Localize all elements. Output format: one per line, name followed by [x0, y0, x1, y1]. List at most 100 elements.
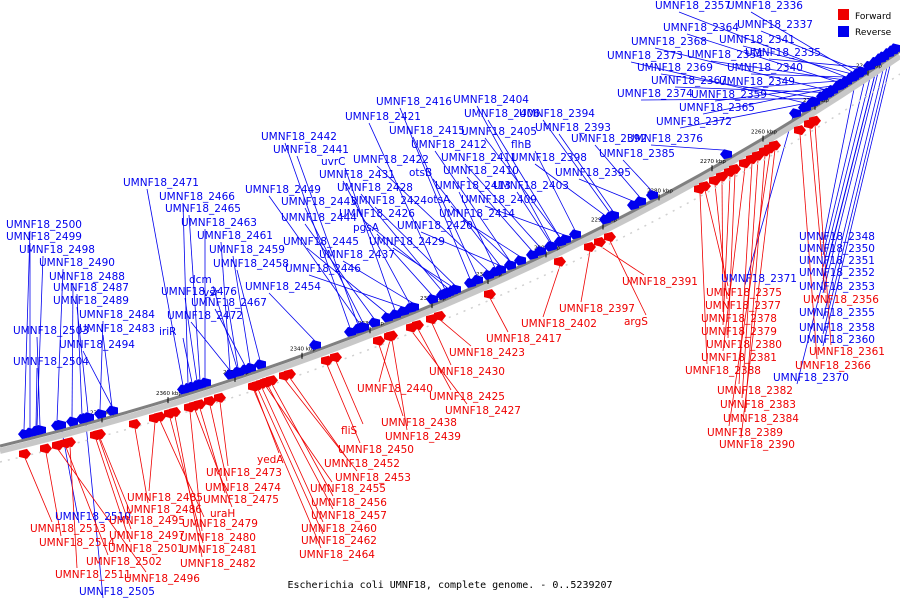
gene-feature	[30, 426, 42, 437]
gene-label: UMNF18_2480	[180, 532, 256, 544]
leader-line	[284, 379, 358, 472]
leader-line	[376, 165, 489, 272]
gene-feature	[357, 321, 369, 332]
gene-feature	[248, 381, 260, 392]
gene-feature	[889, 43, 900, 54]
leader-line	[306, 247, 388, 314]
gene-label: UMNF18_2455	[310, 483, 386, 495]
leader-line	[174, 415, 203, 558]
gene-feature	[64, 437, 76, 448]
leader-line	[822, 46, 893, 335]
legend-reverse-swatch	[838, 26, 849, 37]
gene-label: yedA	[257, 454, 284, 466]
gene-label: UMNF18_2421	[345, 111, 421, 123]
gene-label: UMNF18_2442	[261, 131, 337, 143]
gene-label: UMNF18_2349	[719, 76, 795, 88]
gene-label: UMNF18_2383	[720, 399, 796, 411]
leader-line	[335, 361, 364, 425]
leader-line	[261, 387, 324, 523]
leader-line	[199, 408, 226, 494]
leader-line	[678, 11, 847, 78]
gene-feature	[544, 241, 556, 252]
gene-label: UMNF18_2440	[357, 383, 433, 395]
gene-label: UMNF18_2502	[86, 556, 162, 568]
backbone-shadow	[0, 53, 900, 454]
gene-label: UMNF18_2423	[449, 347, 525, 359]
gene-label: UMNF18_2367	[651, 75, 727, 87]
gene-label: UMNF18_2504	[13, 356, 89, 368]
gene-label: UMNF18_2414	[439, 208, 515, 220]
gene-label: UMNF18_2364	[663, 22, 739, 34]
gene-label: UMNF18_2389	[707, 427, 783, 439]
gene-label: UMNF18_2488	[49, 271, 125, 283]
gene-feature	[446, 285, 458, 296]
map-caption: Escherichia coli UMNF18, complete genome…	[287, 580, 612, 591]
gene-label: UMNF18_2351	[799, 255, 875, 267]
leader-line	[84, 414, 104, 599]
leader-line	[487, 119, 561, 238]
leader-line	[214, 308, 246, 366]
leader-line	[822, 57, 876, 268]
leader-line	[296, 155, 359, 326]
gene-label: UMNF18_2357	[655, 0, 731, 12]
leader-line	[253, 390, 322, 549]
leader-line	[609, 240, 647, 316]
leader-line	[226, 298, 239, 368]
gene-label: UMNF18_2460	[301, 523, 377, 535]
leader-line	[36, 255, 44, 427]
gene-feature	[769, 140, 781, 151]
leader-line	[374, 206, 456, 286]
leader-line	[304, 223, 375, 319]
gene-label: UMNF18_2454	[245, 281, 321, 293]
leader-line	[182, 337, 193, 383]
gene-label: UMNF18_2501	[108, 543, 184, 555]
gene-label: fliS	[341, 425, 358, 437]
leader-line	[686, 33, 839, 83]
gene-feature	[646, 190, 658, 201]
leader-line	[750, 11, 854, 73]
gene-label: UMNF18_2490	[39, 257, 115, 269]
leader-line	[464, 163, 541, 248]
leader-line	[71, 282, 74, 418]
gene-label: UMNF18_2336	[727, 0, 803, 12]
leader-line	[760, 30, 858, 71]
gene-feature	[373, 335, 385, 346]
gene-feature	[239, 364, 251, 375]
gene-label: UMNF18_2463	[181, 217, 257, 229]
gene-label: UMNF18_2426	[339, 208, 415, 220]
leader-line	[742, 80, 841, 89]
gene-label: UMNF18_2356	[803, 294, 879, 306]
gene-feature	[184, 402, 196, 413]
leader-line	[411, 331, 468, 405]
gene-label: UMNF18_2424	[351, 195, 427, 207]
gene-label: UMNF18_2382	[717, 385, 793, 397]
gene-label: UMNF18_2453	[335, 472, 411, 484]
gene-label: flhB	[511, 139, 531, 151]
gene-label: UMNF18_2335	[745, 47, 821, 59]
leader-line	[24, 457, 53, 523]
gene-label: UMNF18_2377	[705, 300, 781, 312]
gene-feature	[484, 289, 496, 300]
gene-label: UMNF18_2398	[511, 152, 587, 164]
leader-line	[392, 247, 453, 288]
leader-line	[289, 377, 347, 458]
gene-feature	[54, 419, 66, 430]
legend-forward-swatch	[838, 9, 849, 20]
gene-feature	[19, 448, 31, 459]
leader-line	[36, 336, 41, 427]
gene-label: uvrC	[321, 156, 346, 168]
gene-label: UMNF18_2485	[127, 492, 203, 504]
gene-label: UMNF18_2380	[706, 339, 782, 351]
gene-label: UMNF18_2497	[109, 530, 185, 542]
gene-label: UMNF18_2393	[535, 122, 611, 134]
gene-label: UMNF18_2370	[773, 372, 849, 384]
leader-line	[69, 446, 78, 569]
gene-feature	[627, 200, 639, 211]
leader-line	[727, 173, 736, 339]
gene-label: UMNF18_2464	[299, 549, 375, 561]
gene-label: UMNF18_2375	[706, 287, 782, 299]
legend: Forward Reverse	[838, 9, 892, 38]
gene-label: UMNF18_2472	[167, 310, 243, 322]
gene-feature	[129, 419, 141, 430]
gene-label: UMNF18_2514	[39, 537, 115, 549]
